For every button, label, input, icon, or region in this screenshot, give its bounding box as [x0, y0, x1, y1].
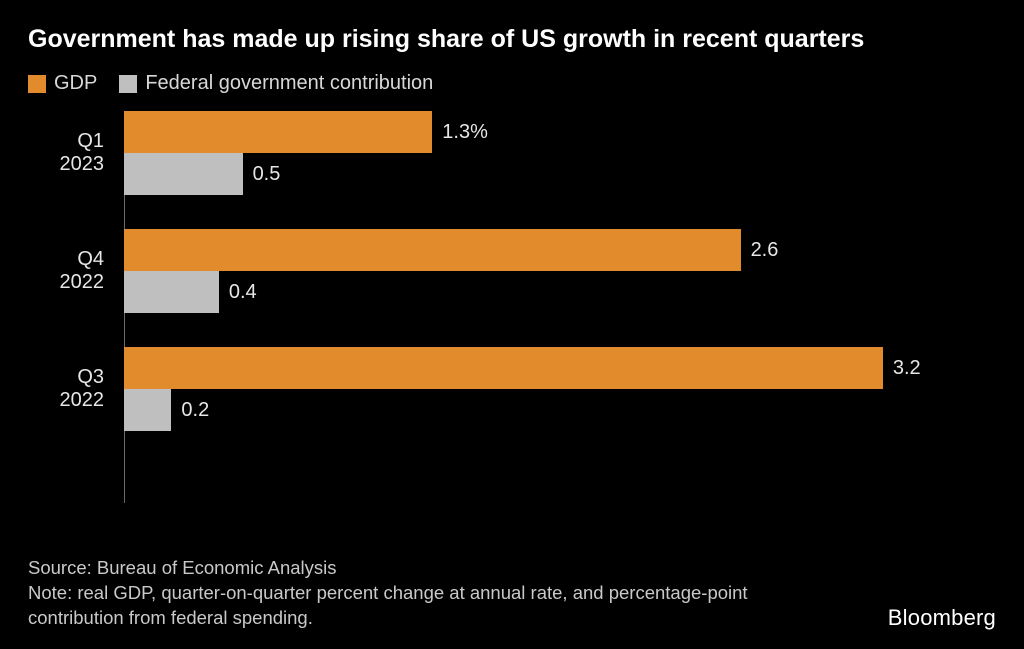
brand-label: Bloomberg — [888, 605, 996, 631]
bar — [124, 229, 741, 271]
category-label: Q3 2022 — [28, 366, 114, 412]
legend-swatch — [119, 75, 137, 93]
note-text: Note: real GDP, quarter-on-quarter perce… — [28, 581, 788, 631]
bar-value-label: 2.6 — [751, 239, 779, 262]
legend-swatch — [28, 75, 46, 93]
bar-row: 3.2 — [124, 347, 996, 389]
bar — [124, 271, 219, 313]
bar-value-label: 0.5 — [253, 163, 281, 186]
bar-value-label: 0.4 — [229, 281, 257, 304]
legend-item: Federal government contribution — [119, 72, 433, 95]
chart-title: Government has made up rising share of U… — [28, 24, 996, 54]
bar-row: 2.6 — [124, 229, 996, 271]
bar — [124, 347, 883, 389]
category-label: Q1 2023 — [28, 130, 114, 176]
bar — [124, 111, 432, 153]
bar-group: Q3 20223.20.2 — [124, 347, 996, 431]
bar-row: 0.2 — [124, 389, 996, 431]
chart-plot-area: Q1 2023 1.3% 0.5 Q4 2022 2.6 0.4 Q3 2022 3.2 0.2 — [28, 103, 996, 503]
bar-row: 0.4 — [124, 271, 996, 313]
bar-row: 0.5 — [124, 153, 996, 195]
bar — [124, 153, 243, 195]
bar-group: Q4 20222.60.4 — [124, 229, 996, 313]
bar-value-label: 1.3% — [442, 121, 488, 144]
bar-row: 1.3% — [124, 111, 996, 153]
legend-item: GDP — [28, 72, 97, 95]
bar-value-label: 3.2 — [893, 357, 921, 380]
legend-label: Federal government contribution — [145, 72, 433, 95]
legend: GDP Federal government contribution — [28, 72, 996, 95]
source-text: Source: Bureau of Economic Analysis — [28, 556, 788, 581]
bar-group: Q1 20231.3%0.5 — [124, 111, 996, 195]
bar-value-label: 0.2 — [181, 399, 209, 422]
category-label: Q4 2022 — [28, 248, 114, 294]
chart-footer: Source: Bureau of Economic Analysis Note… — [28, 556, 996, 631]
footer-notes: Source: Bureau of Economic Analysis Note… — [28, 556, 788, 631]
bar — [124, 389, 171, 431]
legend-label: GDP — [54, 72, 97, 95]
